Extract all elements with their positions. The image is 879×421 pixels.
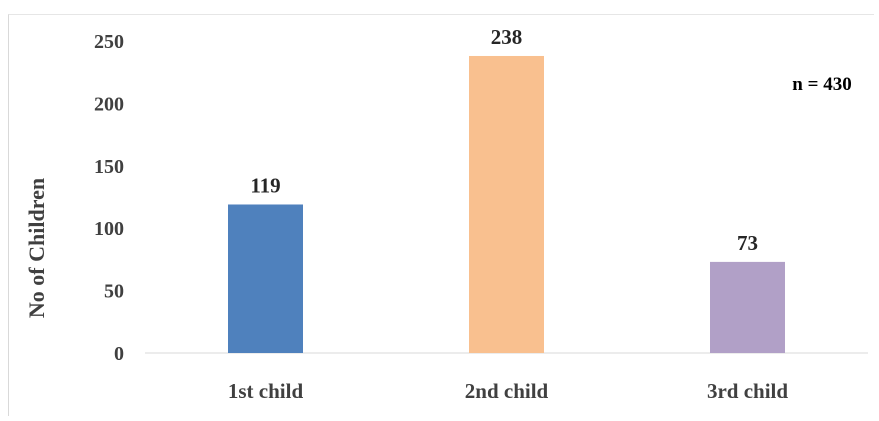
bar-3 <box>710 261 785 353</box>
data-label: 73 <box>737 231 758 255</box>
x-category-label: 1st child <box>228 379 304 403</box>
y-tick-label: 50 <box>104 281 124 303</box>
y-tick-label: 0 <box>114 343 124 365</box>
y-axis-title: No of Children <box>24 178 49 318</box>
bar-1 <box>228 204 303 353</box>
data-labels: 119 238 73 <box>250 25 758 255</box>
bar-2 <box>469 55 544 353</box>
data-label: 119 <box>250 173 280 197</box>
y-tick-label: 150 <box>94 156 124 178</box>
y-tick-label: 200 <box>94 93 124 115</box>
data-label: 238 <box>491 25 523 49</box>
sample-size-annotation: n = 430 <box>792 74 851 95</box>
chart-frame <box>8 14 874 416</box>
x-category-label: 3rd child <box>707 379 788 403</box>
x-category-label: 2nd child <box>465 379 549 403</box>
y-tick-label: 100 <box>94 218 124 240</box>
y-tick-label: 250 <box>94 31 124 53</box>
bars <box>228 55 785 353</box>
y-axis-ticks: 0 50 100 150 200 250 <box>94 31 124 365</box>
x-axis-labels: 1st child 2nd child 3rd child <box>228 379 788 403</box>
